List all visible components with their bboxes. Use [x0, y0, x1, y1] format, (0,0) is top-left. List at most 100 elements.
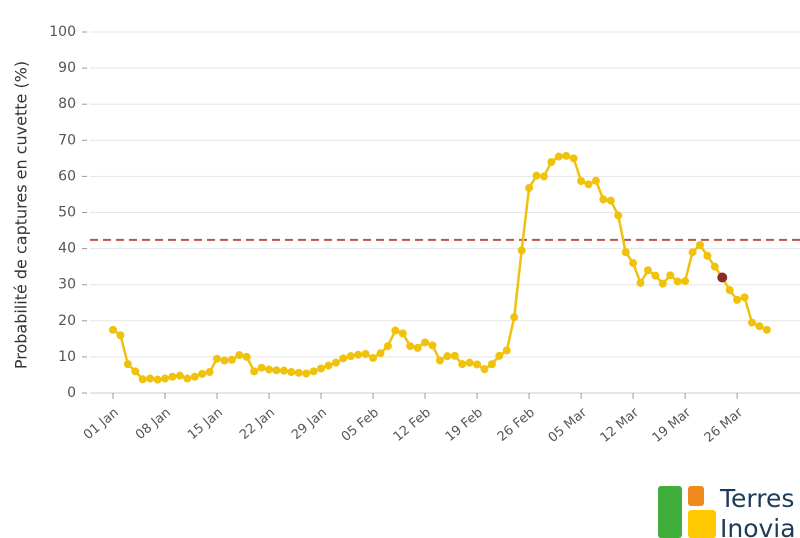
point — [762, 325, 771, 334]
point — [153, 375, 162, 384]
point — [279, 366, 288, 375]
point — [747, 318, 756, 327]
point — [428, 341, 437, 350]
point — [443, 352, 452, 361]
point — [339, 354, 348, 363]
point — [666, 271, 675, 280]
y-tick-label: 100 — [49, 24, 76, 40]
point — [272, 366, 281, 375]
point — [473, 360, 482, 369]
point — [317, 364, 326, 373]
y-tick-label: 20 — [58, 313, 76, 329]
point — [406, 342, 415, 351]
point — [346, 352, 355, 361]
point — [487, 360, 496, 369]
point — [577, 177, 586, 186]
point — [547, 157, 556, 166]
x-tick-label: 15 Jan — [185, 405, 226, 443]
point — [510, 313, 519, 322]
point — [450, 351, 459, 360]
point — [517, 246, 526, 255]
point — [569, 154, 578, 163]
y-tick-label: 90 — [58, 60, 76, 76]
point — [643, 266, 652, 275]
logo-block — [688, 510, 716, 538]
point — [413, 343, 422, 352]
y-tick-label: 50 — [58, 205, 76, 221]
point — [562, 151, 571, 160]
point — [621, 248, 630, 257]
point — [532, 171, 541, 180]
point — [331, 358, 340, 367]
point — [673, 277, 682, 286]
x-tick-label: 22 Jan — [237, 405, 278, 443]
point — [688, 248, 697, 257]
point — [591, 176, 600, 185]
x-tick-label: 19 Feb — [443, 405, 486, 445]
point — [369, 353, 378, 362]
point — [398, 329, 407, 338]
x-tick-label: 05 Mar — [546, 405, 591, 446]
point — [733, 295, 742, 304]
point — [242, 352, 251, 361]
point — [651, 271, 660, 280]
point — [198, 369, 207, 378]
point — [190, 372, 199, 381]
point — [636, 278, 645, 287]
y-axis-label: Probabilité de captures en cuvette (%) — [12, 61, 31, 369]
point — [495, 351, 504, 360]
point — [599, 195, 608, 204]
point — [554, 152, 563, 161]
point — [703, 251, 712, 260]
point — [740, 293, 749, 302]
point — [658, 279, 667, 288]
highlight-point — [717, 272, 728, 283]
point — [614, 211, 623, 220]
point — [710, 262, 719, 271]
y-tick-label: 30 — [58, 277, 76, 293]
point — [695, 240, 704, 249]
logo: Terres Inovia — [658, 484, 796, 538]
y-tick-label: 60 — [58, 168, 76, 184]
point — [161, 374, 170, 383]
logo-block — [658, 486, 682, 538]
point — [376, 349, 385, 358]
x-tick-label: 05 Feb — [339, 405, 382, 445]
point — [354, 350, 363, 359]
point — [480, 365, 489, 374]
point — [287, 368, 296, 377]
point — [309, 367, 318, 376]
point — [525, 183, 534, 192]
point — [257, 363, 266, 372]
point — [220, 356, 229, 365]
point — [205, 368, 214, 377]
x-tick-label: 01 Jan — [81, 405, 122, 443]
x-tick-label: 12 Feb — [391, 405, 434, 445]
y-tick-label: 40 — [58, 241, 76, 257]
point — [725, 286, 734, 295]
point — [294, 368, 303, 377]
logo-text: Inovia — [720, 514, 796, 538]
y-tick-label: 0 — [67, 385, 76, 401]
y-tick-label: 80 — [58, 96, 76, 112]
point — [235, 351, 244, 360]
logo-text: Terres — [719, 484, 794, 513]
point — [138, 375, 147, 384]
point — [123, 360, 132, 369]
point — [109, 325, 117, 334]
point — [681, 277, 690, 286]
point — [168, 372, 177, 381]
point — [131, 367, 140, 376]
point — [175, 371, 184, 380]
series-line — [112, 154, 768, 381]
point — [146, 374, 155, 383]
point — [435, 356, 444, 365]
point — [465, 358, 474, 367]
x-tick-label: 19 Mar — [650, 405, 695, 446]
point — [584, 180, 593, 189]
point — [755, 322, 764, 331]
point — [539, 172, 548, 181]
x-tick-label: 12 Mar — [598, 405, 643, 446]
point — [606, 196, 615, 205]
point — [361, 350, 370, 359]
